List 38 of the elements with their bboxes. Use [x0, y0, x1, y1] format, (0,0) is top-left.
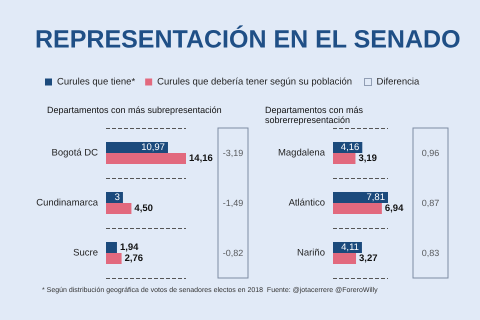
data-label: 4,50 — [134, 203, 153, 214]
data-label: 14,16 — [189, 153, 213, 164]
bar — [333, 153, 356, 164]
data-label: 7,81 — [366, 192, 385, 203]
y-tick-label: Sucre — [73, 248, 98, 258]
chart-subtitle: Departamentos con más subrepresentación — [47, 105, 222, 115]
data-label: -1,49 — [222, 198, 244, 208]
data-label: 6,94 — [384, 203, 404, 214]
y-tick-label: Magdalena — [278, 148, 326, 158]
chart-subtitle: Departamentos con más sobrerrepresentación — [265, 105, 366, 125]
data-label: 0,83 — [422, 248, 440, 258]
bar — [106, 203, 132, 214]
data-label: -3,19 — [222, 148, 244, 158]
y-tick-label: Atlántico — [288, 198, 325, 208]
y-tick-label: Nariño — [297, 248, 325, 258]
bar — [106, 153, 186, 164]
data-label: 10,97 — [141, 142, 165, 153]
y-tick-label: Cundinamarca — [36, 198, 99, 208]
bar — [333, 192, 388, 203]
data-label: -0,82 — [222, 248, 244, 258]
data-label: 3 — [114, 192, 120, 203]
data-label: 1,94 — [120, 242, 140, 253]
data-label: 3,19 — [358, 153, 377, 164]
legend-label: Curules que debería tener según su población — [157, 76, 352, 88]
text: REPRESENTACIÓN EN EL SENADO — [35, 24, 461, 54]
bar — [106, 242, 117, 253]
data-label: 0,87 — [422, 198, 440, 208]
data-label: 3,27 — [359, 253, 378, 264]
data-label: 0,96 — [422, 148, 440, 158]
y-tick-label: Bogotá DC — [52, 148, 98, 158]
legend-label: Diferencia — [376, 76, 420, 88]
bar — [333, 203, 382, 214]
bar — [333, 253, 356, 264]
data-label: 4,11 — [341, 242, 359, 253]
data-label: 2,76 — [124, 253, 144, 264]
bar — [106, 253, 122, 264]
data-label: 4,16 — [340, 142, 360, 153]
legend-label: Curules que tiene* — [57, 76, 136, 88]
